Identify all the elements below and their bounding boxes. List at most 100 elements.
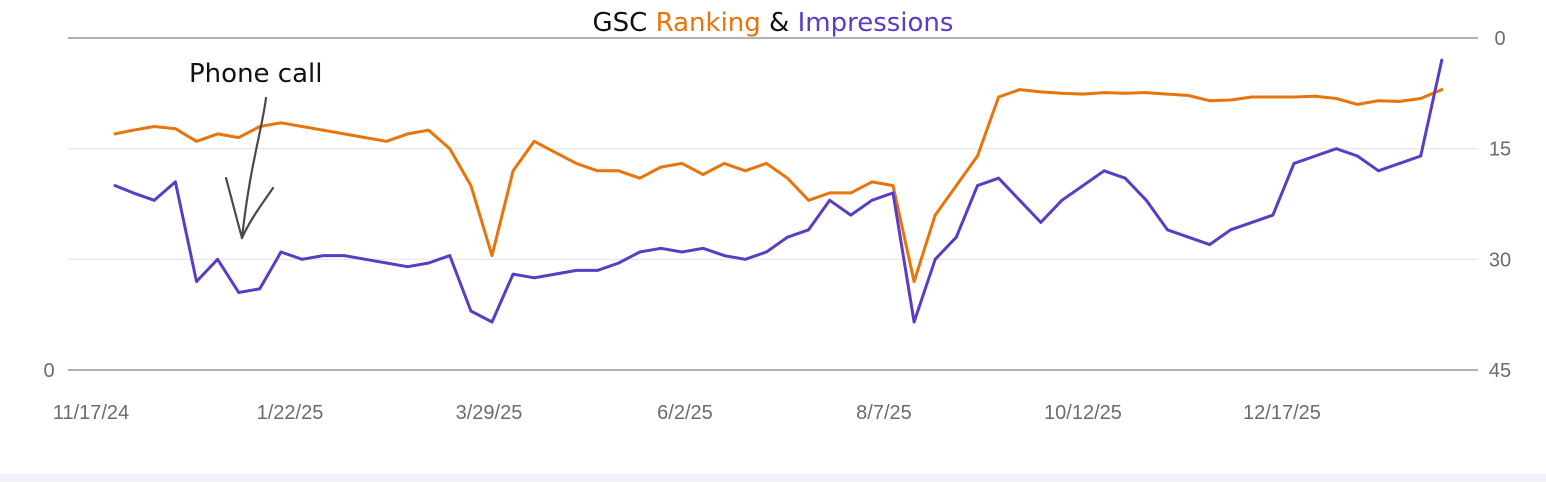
data-point-impressions (933, 257, 937, 261)
data-point-ranking (659, 165, 663, 169)
data-point-ranking (1356, 103, 1359, 106)
data-point-ranking (786, 176, 789, 180)
chart-title-impressions: Impressions (798, 8, 954, 38)
data-point-ranking (1419, 97, 1423, 100)
data-point-impressions (617, 261, 621, 265)
x-tick-label: 1/22/25 (257, 402, 324, 424)
data-point-impressions (1292, 162, 1296, 165)
annotation-arrow (224, 96, 275, 240)
data-point-impressions (849, 213, 853, 217)
data-point-impressions (1271, 213, 1275, 217)
data-point-ranking (828, 191, 832, 195)
data-point-ranking (131, 128, 135, 132)
data-point-impressions (321, 254, 325, 257)
data-point-impressions (469, 309, 473, 313)
data-point-impressions (258, 287, 262, 291)
data-point-ranking (1039, 90, 1043, 94)
data-point-impressions (1081, 184, 1085, 188)
data-point-impressions (511, 272, 515, 276)
data-point-impressions (828, 198, 832, 202)
data-point-impressions (722, 254, 726, 257)
data-point-impressions (448, 254, 452, 257)
data-point-ranking (807, 198, 810, 202)
data-point-ranking (596, 169, 599, 173)
data-point-impressions (786, 235, 789, 239)
x-tick-label: 12/17/25 (1243, 402, 1321, 424)
data-point-ranking (342, 132, 346, 136)
data-point-impressions (807, 228, 810, 232)
data-point-ranking (743, 169, 747, 173)
data-point-ranking (1144, 91, 1148, 94)
data-point-ranking (469, 184, 473, 188)
data-point-impressions (1398, 162, 1401, 165)
chart-title-prefix: GSC (593, 8, 656, 38)
data-point-ranking (680, 162, 684, 165)
data-point-impressions (342, 254, 346, 257)
data-point-ranking (1313, 94, 1317, 98)
x-tick-label: 6/2/25 (657, 402, 713, 424)
footer-band (0, 474, 1546, 482)
data-point-impressions (912, 320, 916, 324)
data-point-ranking (1440, 88, 1444, 91)
x-tick-label: 11/17/24 (53, 402, 129, 424)
data-point-impressions (1208, 243, 1211, 247)
data-point-ranking (1081, 92, 1085, 96)
data-point-ranking (279, 121, 283, 125)
data-point-impressions (237, 291, 241, 294)
data-point-ranking (1398, 100, 1401, 103)
data-point-impressions (553, 272, 557, 276)
data-point-ranking (1229, 98, 1233, 102)
data-point-impressions (490, 320, 494, 324)
data-point-ranking (553, 151, 557, 154)
data-point-ranking (174, 127, 177, 131)
data-point-ranking (1208, 99, 1211, 103)
data-point-ranking (511, 169, 515, 173)
data-point-ranking (765, 162, 768, 165)
data-point-ranking (997, 95, 1000, 99)
data-point-ranking (1377, 99, 1380, 103)
data-point-impressions (174, 180, 177, 184)
chart-title: GSC Ranking & Impressions (593, 8, 954, 38)
data-point-ranking (216, 132, 220, 136)
data-point-impressions (1123, 176, 1127, 180)
data-point-impressions (596, 269, 599, 272)
series-line-impressions (113, 58, 1444, 324)
data-point-impressions (216, 257, 220, 261)
data-point-impressions (997, 176, 1000, 180)
data-point-ranking (1292, 95, 1296, 99)
data-point-impressions (532, 276, 536, 280)
data-point-impressions (131, 191, 135, 195)
data-point-ranking (406, 132, 409, 136)
x-axis-ticks: 11/17/24 1/22/25 3/29/25 6/2/25 8/7/25 10/12/… (53, 402, 1321, 424)
data-point-impressions (743, 257, 747, 261)
x-tick-label: 8/7/25 (856, 402, 912, 424)
data-point-ranking (1250, 95, 1254, 99)
data-point-ranking (1166, 92, 1169, 96)
data-point-impressions (680, 250, 684, 254)
chart-title-ranking: Ranking (656, 8, 769, 38)
left-axis-tick-label: 0 (43, 360, 54, 382)
data-point-ranking (701, 173, 705, 176)
data-point-ranking (448, 147, 452, 151)
right-axis-tick-label: 45 (1489, 360, 1511, 382)
data-point-ranking (152, 125, 156, 128)
x-tick-label: 10/12/25 (1044, 402, 1122, 424)
data-point-impressions (1102, 169, 1106, 173)
data-point-impressions (364, 257, 367, 261)
series-line-ranking (113, 88, 1444, 283)
data-point-impressions (1440, 58, 1444, 62)
data-point-impressions (1313, 154, 1317, 158)
data-point-ranking (364, 136, 367, 140)
data-point-ranking (427, 128, 431, 132)
series-layer (113, 58, 1444, 324)
data-point-ranking (1187, 94, 1190, 97)
data-point-impressions (870, 198, 874, 202)
data-point-ranking (385, 139, 388, 143)
left-axis-ticks: 0 (43, 360, 54, 382)
data-point-ranking (954, 184, 958, 188)
chart-title-joiner: & (769, 8, 798, 38)
data-point-impressions (1018, 198, 1022, 202)
data-point-ranking (532, 139, 536, 143)
data-point-ranking (575, 162, 578, 165)
data-point-ranking (1271, 95, 1275, 99)
